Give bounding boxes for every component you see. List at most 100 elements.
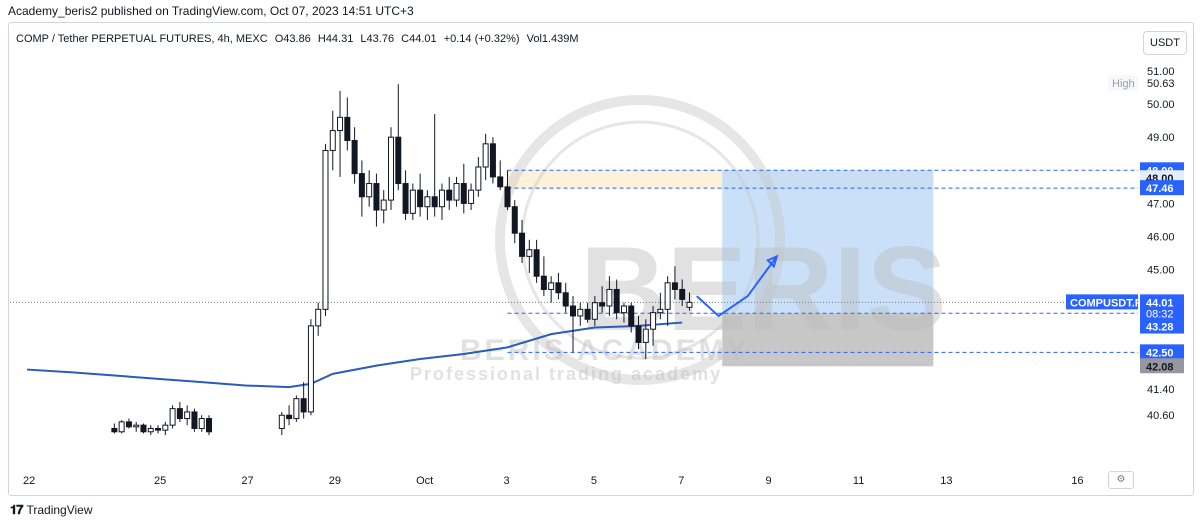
candle-body-31 — [402, 183, 409, 214]
candle-body-11 — [191, 411, 198, 429]
candle-body-39 — [460, 183, 467, 204]
candle-body-23 — [344, 116, 351, 142]
y-tick-label-5: 45.00 — [1147, 265, 1175, 277]
legend-high: H44.31 — [317, 33, 354, 45]
y-tick-label-1: 50.00 — [1147, 99, 1175, 111]
candle-body-62 — [628, 305, 635, 327]
candle-body-8 — [169, 408, 176, 426]
candle-body-15 — [286, 414, 293, 420]
candle-body-41 — [475, 166, 482, 191]
candle-body-45 — [504, 186, 511, 208]
candle-body-49 — [533, 249, 540, 277]
candle-body-33 — [417, 189, 424, 208]
watermark-ring — [495, 95, 785, 385]
x-tick-label-4: Oct — [416, 475, 433, 487]
candle-body-1 — [118, 421, 125, 433]
price-badge-label-6: 42.08 — [1146, 361, 1174, 373]
candle-body-54 — [570, 305, 576, 317]
y-tick-label-2: 49.00 — [1147, 132, 1175, 144]
candle-body-57 — [591, 302, 598, 320]
candle-body-14 — [278, 414, 285, 429]
publisher-line: Academy_beris2 published on TradingView.… — [8, 4, 414, 18]
legend-low: L43.76 — [360, 33, 395, 45]
candle-body-40 — [468, 189, 475, 204]
candle-body-43 — [489, 143, 496, 178]
candle-body-53 — [562, 292, 569, 307]
chart-frame — [8, 22, 1194, 496]
x-tick-label-9: 11 — [853, 475, 864, 487]
candle-body-16 — [293, 398, 300, 420]
projection-arrowhead — [766, 254, 779, 269]
candle-body-60 — [613, 288, 620, 314]
candle-body-68 — [671, 282, 678, 290]
price-badge-label-5: 42.50 — [1146, 347, 1174, 359]
candle-body-64 — [642, 328, 649, 343]
x-tick-label-7: 7 — [678, 475, 684, 487]
candle-body-67 — [664, 282, 671, 310]
high-marker-bg — [1108, 75, 1138, 92]
candle-body-21 — [329, 130, 336, 151]
price-badge-2 — [1140, 180, 1184, 196]
candle-body-56 — [584, 308, 591, 320]
candle-body-48 — [526, 249, 533, 257]
candle-body-55 — [577, 308, 584, 317]
candle-body-10 — [184, 411, 191, 420]
y-tick-label-3: 47.00 — [1147, 198, 1175, 210]
candle-body-66 — [657, 308, 664, 314]
legend-open: O43.86 — [274, 33, 311, 45]
candle-body-9 — [176, 408, 183, 420]
projection-path — [696, 255, 778, 318]
candle-body-42 — [482, 143, 489, 168]
candle-body-13 — [206, 418, 212, 433]
current-price-label: 44.01 — [1146, 297, 1174, 309]
candle-body-19 — [315, 308, 322, 327]
candle-body-70 — [686, 301, 693, 308]
candle-body-28 — [380, 199, 387, 211]
candle-body-52 — [555, 282, 562, 294]
candle-body-17 — [300, 398, 307, 413]
candle-body-18 — [307, 325, 314, 413]
x-tick-label-3: 29 — [329, 475, 341, 487]
candle-body-26 — [366, 183, 373, 198]
candle-body-32 — [409, 189, 416, 214]
x-tick-label-5: 3 — [503, 475, 509, 487]
current-symbol-badge — [1066, 294, 1138, 310]
candle-body-12 — [198, 418, 205, 429]
y-tick-label-6: 41.40 — [1147, 384, 1175, 396]
footer: 𝟏𝟕 TradingView — [10, 502, 93, 518]
candle-body-69 — [679, 288, 686, 300]
candle-body-29 — [388, 136, 394, 201]
candle-body-47 — [519, 232, 526, 257]
candle-body-27 — [373, 183, 380, 211]
y-tick-label-4: 46.00 — [1147, 232, 1175, 244]
watermark-tagline: Professional trading academy — [410, 364, 722, 384]
candle-body-61 — [620, 305, 627, 314]
current-symbol-label: COMPUSDT.P — [1070, 297, 1142, 309]
moving-average-line — [26, 321, 683, 389]
candle-body-63 — [635, 325, 642, 343]
candle-body-50 — [540, 275, 547, 290]
candle-body-51 — [548, 282, 555, 290]
high-marker-value: 50.63 — [1147, 78, 1175, 90]
candle-body-30 — [395, 136, 402, 185]
zone-target — [722, 170, 934, 314]
candle-body-22 — [337, 116, 344, 132]
candle-body-2 — [125, 421, 132, 428]
candle-body-6 — [155, 427, 162, 431]
axis-settings-icon[interactable]: ⚙ — [1108, 471, 1134, 489]
price-badge-5 — [1140, 344, 1184, 360]
candle-body-38 — [453, 183, 460, 201]
price-badge-4 — [1140, 318, 1184, 334]
price-badge-6 — [1140, 358, 1184, 374]
x-tick-label-1: 25 — [154, 475, 166, 487]
y-tick-label-0: 51.00 — [1147, 66, 1175, 78]
current-countdown-label: 08:32 — [1146, 308, 1174, 320]
legend-close: C44.01 — [401, 33, 437, 45]
current-price-badge — [1140, 294, 1184, 321]
symbol-legend: COMP / Tether PERPETUAL FUTURES, 4h, MEX… — [16, 33, 583, 45]
candle-body-5 — [147, 427, 154, 433]
watermark-sub: BERIS ACADEMY — [460, 334, 750, 367]
legend-volume: Vol1.439M — [526, 33, 579, 45]
currency-button[interactable]: USDT — [1143, 31, 1187, 55]
